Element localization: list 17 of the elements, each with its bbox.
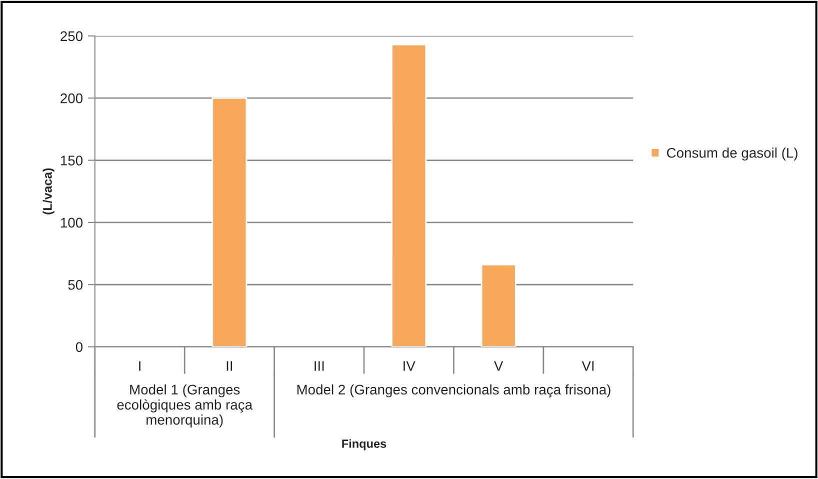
y-tick-label: 150 [60,156,83,166]
text: Model 2 (Granges convencionals amb raça frisona) [297,384,610,398]
text: Finques [342,439,386,450]
x-tick-label: VI [582,361,594,371]
y-tick-label: 0 [76,342,83,352]
y-tick-label: 250 [60,31,83,42]
x-tick-label: V [494,361,504,371]
y-tick-label: 200 [60,93,83,104]
x-tick-label: IV [404,361,416,371]
x-tick-label: I [139,361,140,371]
legend-label: Consum de gasoil (L) [666,148,798,161]
y-tick-label: 100 [60,218,83,228]
y-axis-title: (L/vaca) [42,168,54,214]
x-tick-label: II [226,361,232,371]
text: Model 1 (Granges ecològiques amb raça menorquina) [117,384,253,428]
x-tick-label: III [314,361,324,371]
y-tick-label: 50 [68,280,83,290]
